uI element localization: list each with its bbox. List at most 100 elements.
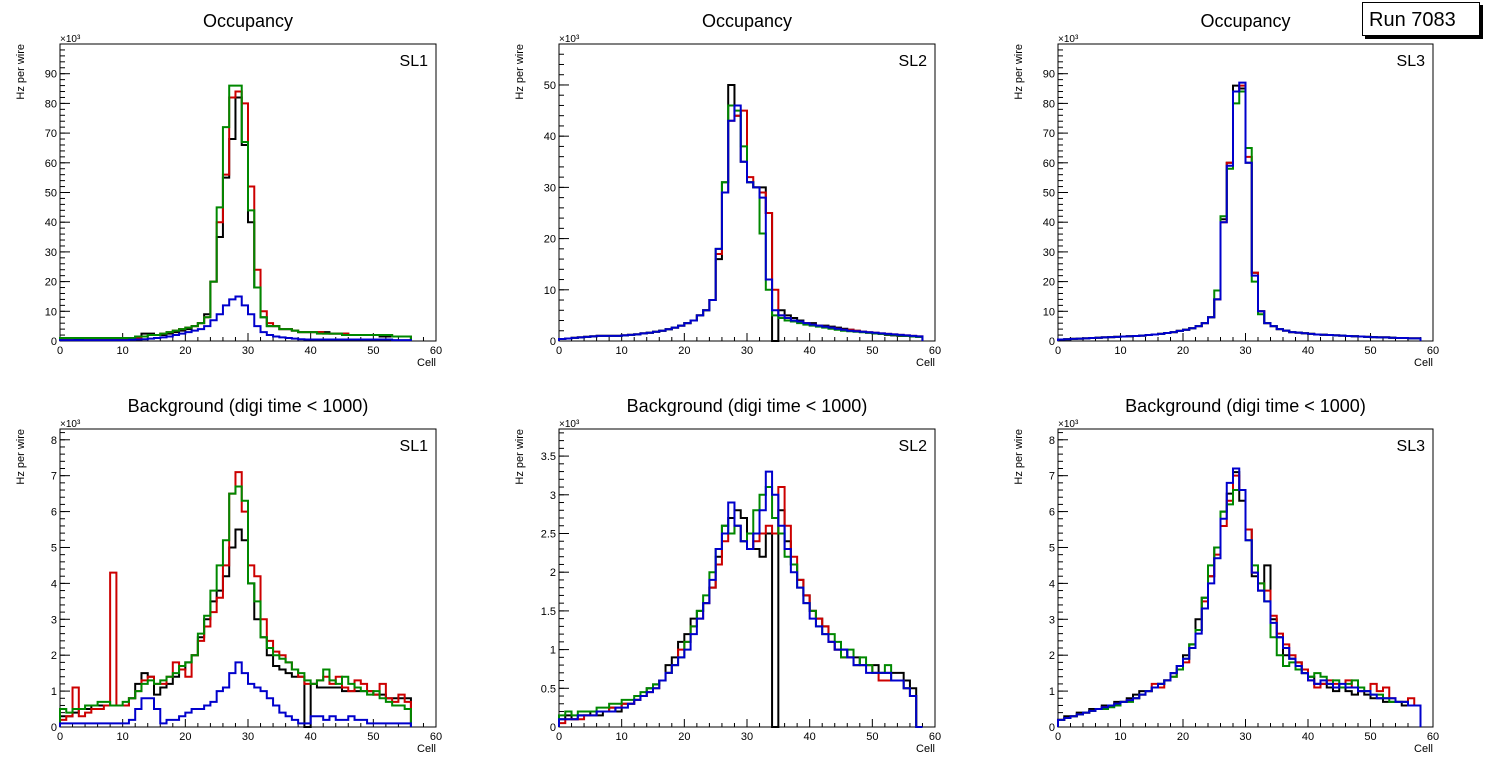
y-tick-label: 8 bbox=[51, 435, 57, 447]
y-tick-label: 4 bbox=[51, 578, 57, 590]
y-tick-label: 7 bbox=[51, 471, 57, 483]
chart-title: Background (digi time < 1000) bbox=[128, 396, 369, 416]
series-red bbox=[1057, 84, 1422, 341]
series-blue bbox=[558, 104, 924, 341]
x-tick-label: 60 bbox=[929, 731, 941, 743]
y-tick-label: 0 bbox=[51, 336, 57, 348]
x-tick-label: 50 bbox=[367, 345, 379, 357]
y-tick-label: 1 bbox=[1049, 686, 1055, 698]
series-blue bbox=[1057, 81, 1422, 341]
x-tick-label: 10 bbox=[616, 731, 628, 743]
y-tick-label: 20 bbox=[45, 277, 57, 289]
x-tick-label: 20 bbox=[678, 731, 690, 743]
y-axis-label: Hz per wire bbox=[1013, 429, 1025, 485]
plot-frame bbox=[558, 43, 936, 342]
x-tick-label: 40 bbox=[1302, 345, 1314, 357]
y-tick-label: 0 bbox=[51, 722, 57, 734]
x-tick-label: 30 bbox=[741, 345, 753, 357]
series-blue bbox=[59, 661, 412, 727]
x-tick-label: 10 bbox=[117, 731, 129, 743]
superlayer-label: SL1 bbox=[400, 53, 429, 70]
series-blue bbox=[558, 470, 923, 728]
x-tick-label: 50 bbox=[866, 731, 878, 743]
chart-title: Occupancy bbox=[203, 11, 293, 31]
plot-frame bbox=[558, 428, 936, 728]
x-tick-label: 60 bbox=[430, 731, 442, 743]
y-tick-label: 0 bbox=[550, 336, 556, 348]
series-green bbox=[1057, 489, 1422, 727]
series-green bbox=[558, 486, 923, 728]
y-tick-label: 3.5 bbox=[541, 451, 556, 463]
y-tick-label: 60 bbox=[1043, 158, 1055, 170]
superlayer-label: SL3 bbox=[1397, 438, 1426, 455]
y-axis-exponent: ×10³ bbox=[559, 34, 580, 45]
x-tick-label: 40 bbox=[1302, 731, 1314, 743]
x-axis-label: Cell bbox=[1414, 357, 1433, 369]
y-tick-label: 0 bbox=[1049, 722, 1055, 734]
y-tick-label: 1 bbox=[51, 686, 57, 698]
y-tick-label: 3 bbox=[51, 614, 57, 626]
series-black bbox=[59, 528, 412, 728]
y-tick-label: 80 bbox=[1043, 98, 1055, 110]
x-tick-label: 40 bbox=[305, 345, 317, 357]
x-tick-label: 50 bbox=[866, 345, 878, 357]
x-tick-label: 10 bbox=[1114, 345, 1126, 357]
y-tick-label: 0 bbox=[1049, 336, 1055, 348]
y-tick-label: 10 bbox=[45, 306, 57, 318]
series-green bbox=[1057, 90, 1422, 341]
y-tick-label: 20 bbox=[1043, 277, 1055, 289]
chart-title: Background (digi time < 1000) bbox=[1125, 396, 1366, 416]
x-tick-label: 60 bbox=[430, 345, 442, 357]
y-tick-label: 5 bbox=[51, 542, 57, 554]
x-tick-label: 40 bbox=[804, 345, 816, 357]
y-axis-exponent: ×10³ bbox=[1058, 34, 1079, 45]
x-tick-label: 50 bbox=[1364, 345, 1376, 357]
x-axis-label: Cell bbox=[916, 743, 935, 755]
series-green bbox=[59, 485, 412, 727]
chart-panel-3: Occupancy SL3 0 10 20 30 40 50 60 0 10 20 30 40 50 60 70… bbox=[1013, 11, 1439, 369]
chart-panel-1: Occupancy SL1 0 10 20 30 40 50 60 0 10 20 30 40 50 60 70… bbox=[15, 11, 442, 369]
y-tick-label: 40 bbox=[45, 217, 57, 229]
y-tick-label: 10 bbox=[1043, 306, 1055, 318]
y-tick-label: 3 bbox=[1049, 614, 1055, 626]
x-tick-label: 60 bbox=[1427, 345, 1439, 357]
y-tick-label: 3 bbox=[550, 490, 556, 502]
y-tick-label: 70 bbox=[45, 128, 57, 140]
x-tick-label: 40 bbox=[804, 731, 816, 743]
superlayer-label: SL2 bbox=[899, 438, 928, 455]
chart-title: Occupancy bbox=[1200, 11, 1290, 31]
y-tick-label: 90 bbox=[45, 69, 57, 81]
y-tick-label: 2 bbox=[51, 650, 57, 662]
y-tick-label: 6 bbox=[1049, 507, 1055, 519]
x-axis-label: Cell bbox=[417, 357, 436, 369]
x-tick-label: 0 bbox=[1055, 345, 1061, 357]
y-tick-label: 6 bbox=[51, 507, 57, 519]
y-tick-label: 4 bbox=[1049, 578, 1055, 590]
y-tick-label: 8 bbox=[1049, 435, 1055, 447]
superlayer-label: SL2 bbox=[899, 53, 928, 70]
y-tick-label: 90 bbox=[1043, 69, 1055, 81]
series-black bbox=[59, 96, 412, 341]
x-tick-label: 10 bbox=[117, 345, 129, 357]
y-tick-label: 40 bbox=[1043, 217, 1055, 229]
y-tick-label: 50 bbox=[544, 80, 556, 92]
x-tick-label: 0 bbox=[57, 731, 63, 743]
y-axis-exponent: ×10³ bbox=[559, 419, 580, 430]
y-tick-label: 0.5 bbox=[541, 683, 556, 695]
x-tick-label: 60 bbox=[929, 345, 941, 357]
y-axis-label: Hz per wire bbox=[15, 429, 27, 485]
y-tick-label: 50 bbox=[45, 188, 57, 200]
x-tick-label: 30 bbox=[741, 731, 753, 743]
x-tick-label: 20 bbox=[1177, 345, 1189, 357]
y-tick-label: 2.5 bbox=[541, 528, 556, 540]
y-tick-label: 10 bbox=[544, 285, 556, 297]
y-tick-label: 80 bbox=[45, 98, 57, 110]
series-black bbox=[1057, 471, 1422, 727]
x-tick-label: 0 bbox=[556, 731, 562, 743]
x-tick-label: 0 bbox=[57, 345, 63, 357]
x-tick-label: 20 bbox=[179, 345, 191, 357]
x-tick-label: 30 bbox=[1239, 731, 1251, 743]
